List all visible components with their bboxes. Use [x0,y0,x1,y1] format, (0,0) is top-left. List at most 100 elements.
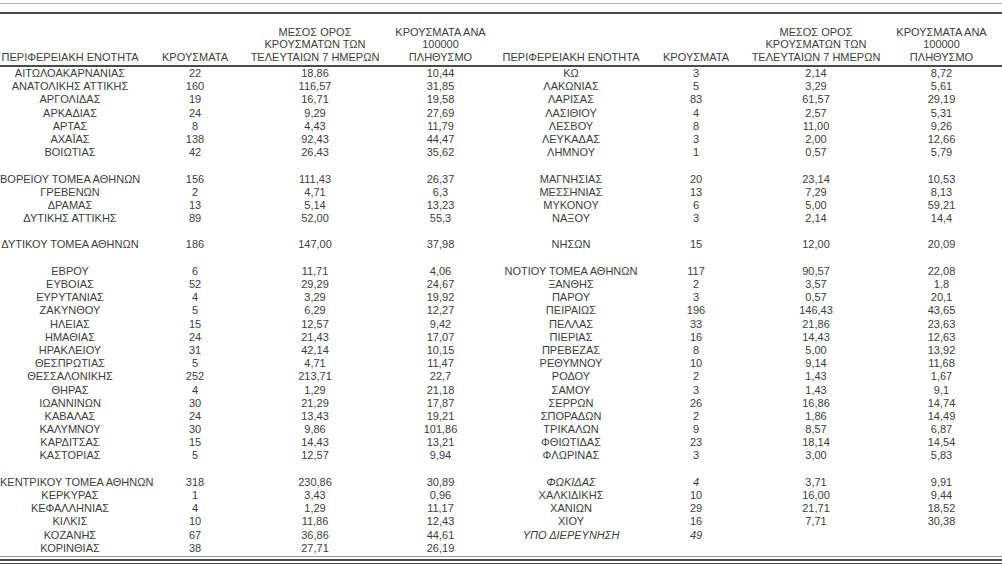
region-name-cell: ΑΧΑΪΑΣ [0,133,140,146]
avg7-cell: 9,29 [250,107,380,120]
cases-cell: 5 [641,80,751,93]
avg7-cell: 21,29 [250,397,380,410]
column-header-0: ΠΕΡΙΦΕΡΕΙΑΚΗ ΕΝΟΤΗΤΑ [501,14,641,66]
region-name-cell [501,159,641,172]
avg7-cell: 11,86 [250,515,380,528]
region-name-cell: ΚΙΛΚΙΣ [0,515,140,528]
bottom-double-rule-top [0,559,1002,561]
region-name-cell: ΥΠΟ ΔΙΕΡΕΥΝΗΣΗ [501,529,641,542]
avg7-cell: 146,43 [751,304,881,317]
region-name-cell: ΕΒΡΟΥ [0,265,140,278]
table-row: ΘΕΣΣΑΛΟΝΙΚΗΣ252213,7122,7 [0,370,501,383]
per100k-cell: 101,86 [380,423,501,436]
column-header-2: ΜΕΣΟΣ ΟΡΟΣ ΚΡΟΥΣΜΑΤΩΝ ΤΩΝ ΤΕΛΕΥΤΑΙΩΝ 7 Η… [250,14,380,66]
avg7-cell [751,542,881,555]
table-row: ΥΠΟ ΔΙΕΡΕΥΝΗΣΗ49 [501,529,1002,542]
table-row: ΚΕΦΑΛΛΗΝΙΑΣ41,2911,17 [0,502,501,515]
cases-cell: 4 [641,107,751,120]
avg7-cell: 3,71 [751,476,881,489]
region-name-cell: ΘΕΣΠΡΩΤΙΑΣ [0,357,140,370]
table-row: ΚΑΒΑΛΑΣ2413,4319,21 [0,410,501,423]
region-name-cell: ΚΑΛΥΜΝΟΥ [0,423,140,436]
table-row: ΕΥΒΟΙΑΣ5229,2924,67 [0,278,501,291]
cases-cell: 9 [641,423,751,436]
region-name-cell [0,225,140,238]
table-row: ΚΑΛΥΜΝΟΥ309,86101,86 [0,423,501,436]
region-name-cell: ΒΟΙΩΤΙΑΣ [0,146,140,159]
cases-cell: 4 [140,291,250,304]
avg7-cell: 9,14 [751,357,881,370]
cases-cell [140,159,250,172]
avg7-cell: 111,43 [250,173,380,186]
region-name-cell: ΑΙΤΩΛΟΑΚΑΡΝΑΝΙΑΣ [0,66,140,80]
table-row: ΞΑΝΘΗΣ23,571,8 [501,278,1002,291]
table-row: ΣΕΡΡΩΝ2616,8614,74 [501,397,1002,410]
cases-cell: 15 [641,238,751,251]
region-name-cell: ΕΥΒΟΙΑΣ [0,278,140,291]
avg7-cell: 3,29 [751,80,881,93]
region-name-cell: ΠΑΡΟΥ [501,291,641,304]
cases-cell: 23 [641,436,751,449]
table-row: ΑΝΑΤΟΛΙΚΗΣ ΑΤΤΙΚΗΣ160116,5731,85 [0,80,501,93]
avg7-cell: 90,57 [751,265,881,278]
avg7-cell: 36,86 [250,529,380,542]
table-row: ΛΕΥΚΑΔΑΣ32,0012,66 [501,133,1002,146]
avg7-cell: 4,71 [250,186,380,199]
blank-row [0,225,501,238]
region-name-cell: ΚΕΝΤΡΙΚΟΥ ΤΟΜΕΑ ΑΘΗΝΩΝ [0,476,140,489]
region-name-cell: ΛΑΚΩΝΙΑΣ [501,80,641,93]
avg7-cell [250,463,380,476]
per100k-cell: 13,21 [380,436,501,449]
region-name-cell [501,225,641,238]
region-name-cell: ΔΥΤΙΚΗΣ ΑΤΤΙΚΗΣ [0,212,140,225]
avg7-cell: 0,57 [751,146,881,159]
avg7-cell [250,225,380,238]
per100k-cell: 44,61 [380,529,501,542]
region-name-cell: ΚΑΡΔΙΤΣΑΣ [0,436,140,449]
per100k-cell: 12,66 [881,133,1002,146]
table-row: ΔΥΤΙΚΟΥ ΤΟΜΕΑ ΑΘΗΝΩΝ186147,0037,98 [0,238,501,251]
cases-cell: 186 [140,238,250,251]
cases-cell: 52 [140,278,250,291]
per100k-cell: 30,38 [881,515,1002,528]
per100k-cell [380,463,501,476]
avg7-cell: 4,71 [250,357,380,370]
avg7-cell: 2,00 [751,133,881,146]
avg7-cell: 2,14 [751,212,881,225]
cases-cell: 38 [140,542,250,555]
region-name-cell: ΗΜΑΘΙΑΣ [0,331,140,344]
table-row: ΑΧΑΪΑΣ13892,4344,47 [0,133,501,146]
table-row: ΜΕΣΣΗΝΙΑΣ137,298,13 [501,186,1002,199]
bottom-double-rule-bottom [0,563,1002,564]
region-name-cell: ΠΡΕΒΕΖΑΣ [501,344,641,357]
region-name-cell: ΙΩΑΝΝΙΝΩΝ [0,397,140,410]
table-row: ΚΙΛΚΙΣ1011,8612,43 [0,515,501,528]
column-header-1: ΚΡΟΥΣΜΑΤΑ [641,14,751,66]
avg7-cell: 4,43 [250,120,380,133]
per100k-cell: 26,19 [380,542,501,555]
cases-cell: 138 [140,133,250,146]
region-name-cell: ΘΕΣΣΑΛΟΝΙΚΗΣ [0,370,140,383]
region-name-cell: ΚΟΡΙΝΘΙΑΣ [0,542,140,555]
region-name-cell: ΛΕΥΚΑΔΑΣ [501,133,641,146]
avg7-cell: 7,29 [751,186,881,199]
cases-cell: 33 [641,318,751,331]
cases-cell: 15 [140,436,250,449]
table-row: ΦΛΩΡΙΝΑΣ33,005,83 [501,449,1002,462]
cases-cell [641,252,751,265]
region-name-cell [501,542,641,555]
per100k-cell: 11,17 [380,502,501,515]
region-name-cell: ΑΡΚΑΔΙΑΣ [0,107,140,120]
avg7-cell: 16,71 [250,93,380,106]
per100k-cell: 8,13 [881,186,1002,199]
cases-cell [140,225,250,238]
cases-cell: 2 [641,278,751,291]
avg7-cell: 12,57 [250,318,380,331]
cases-cell: 3 [641,291,751,304]
table-row: ΑΡΤΑΣ84,4311,79 [0,120,501,133]
per100k-cell: 9,91 [881,476,1002,489]
per100k-cell: 11,47 [380,357,501,370]
avg7-cell: 14,43 [751,331,881,344]
per100k-cell: 29,19 [881,93,1002,106]
avg7-cell: 12,00 [751,238,881,251]
